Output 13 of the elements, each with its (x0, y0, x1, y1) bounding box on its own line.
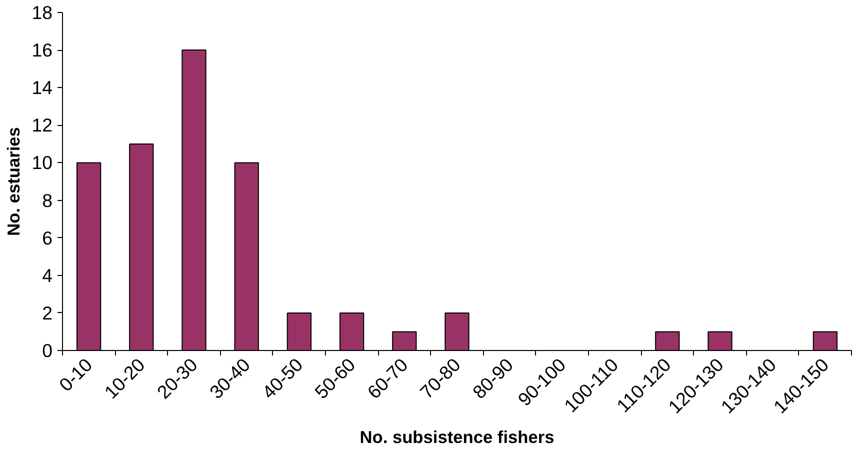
y-tick-label: 10 (32, 152, 53, 174)
y-axis-title: No. estuaries (4, 127, 24, 236)
y-tick-label: 6 (42, 227, 53, 248)
y-tick-label: 8 (42, 190, 53, 211)
x-axis-title: No. subsistence fishers (360, 427, 554, 448)
y-tick-label: 0 (42, 340, 53, 361)
y-tick-label: 12 (32, 114, 53, 136)
x-tick-label: 0-10 (54, 354, 96, 396)
y-tick-label: 18 (32, 2, 53, 23)
y-tick-label: 16 (32, 40, 53, 61)
y-tick-label: 2 (42, 302, 53, 324)
y-tick-label: 14 (32, 77, 53, 98)
y-tick-label: 4 (42, 264, 53, 286)
